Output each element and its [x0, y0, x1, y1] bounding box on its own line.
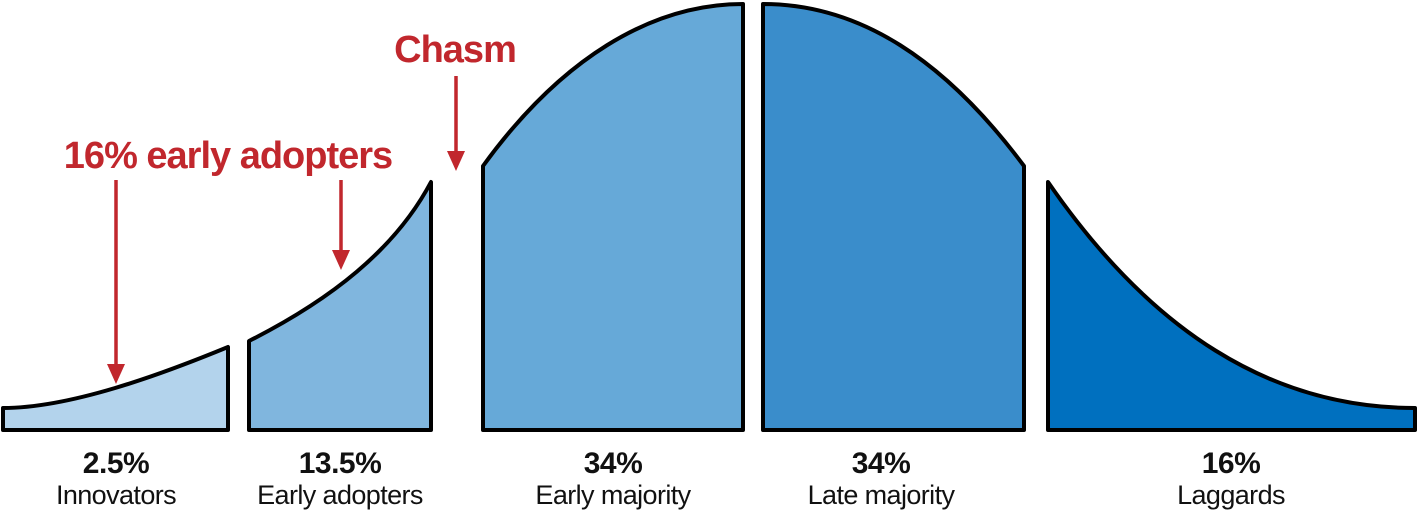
- percent-innovators: 2.5%: [83, 447, 149, 480]
- label-laggards: Laggards: [1177, 480, 1285, 510]
- percent-early-adopters: 13.5%: [299, 447, 382, 480]
- segment-laggards: [1046, 180, 1417, 432]
- percent-early-majority: 34%: [584, 447, 643, 480]
- callout-early-adopters: 16% early adopters: [64, 135, 392, 177]
- percent-late-majority: 34%: [852, 447, 911, 480]
- label-late-majority: Late majority: [808, 480, 956, 510]
- arrow-innovators: [107, 180, 125, 384]
- segment-innovators: [1, 345, 230, 432]
- label-innovators: Innovators: [56, 480, 176, 510]
- segment-early-adopters: [247, 180, 433, 432]
- segment-late-majority: [761, 2, 1026, 432]
- label-early-majority: Early majority: [535, 480, 691, 510]
- label-early-adopters: Early adopters: [257, 480, 423, 510]
- callout-chasm: Chasm: [394, 29, 516, 71]
- segment-early-majority: [481, 2, 745, 432]
- arrow-chasm: [447, 76, 465, 171]
- percent-laggards: 16%: [1202, 447, 1261, 480]
- arrow-early-adopters: [332, 180, 350, 270]
